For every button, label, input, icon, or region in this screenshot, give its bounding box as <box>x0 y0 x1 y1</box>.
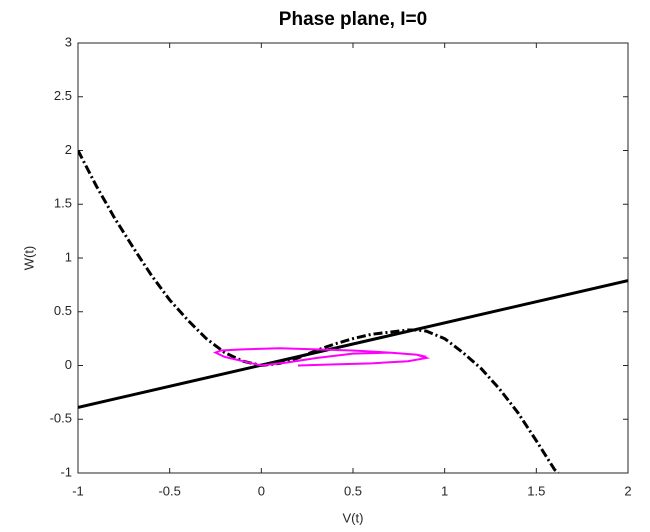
y-tick-label: 1 <box>65 249 72 264</box>
y-tick-label: 2.5 <box>54 88 72 103</box>
x-axis-label: V(t) <box>343 510 364 525</box>
y-tick-label: -0.5 <box>50 411 72 426</box>
x-tick-label: 0 <box>258 483 265 498</box>
x-tick-label: 1.5 <box>527 483 545 498</box>
y-tick-label: 0.5 <box>54 303 72 318</box>
y-tick-label: 3 <box>65 34 72 49</box>
plot-area <box>77 42 629 474</box>
x-tick-label: -0.5 <box>158 483 180 498</box>
y-tick-label: 0 <box>65 357 72 372</box>
series-line <box>78 279 628 409</box>
y-tick-label: 2 <box>65 142 72 157</box>
chart-title: Phase plane, I=0 <box>279 9 427 30</box>
y-tick-label: -1 <box>60 464 72 479</box>
x-tick-label: 0.5 <box>344 483 362 498</box>
x-tick-label: 2 <box>624 483 631 498</box>
y-axis-label: W(t) <box>21 246 36 271</box>
y-tick-label: 1.5 <box>54 196 72 211</box>
series-line <box>212 347 431 367</box>
series-line <box>78 149 560 473</box>
x-tick-label: 1 <box>441 483 448 498</box>
x-tick-label: -1 <box>72 483 84 498</box>
